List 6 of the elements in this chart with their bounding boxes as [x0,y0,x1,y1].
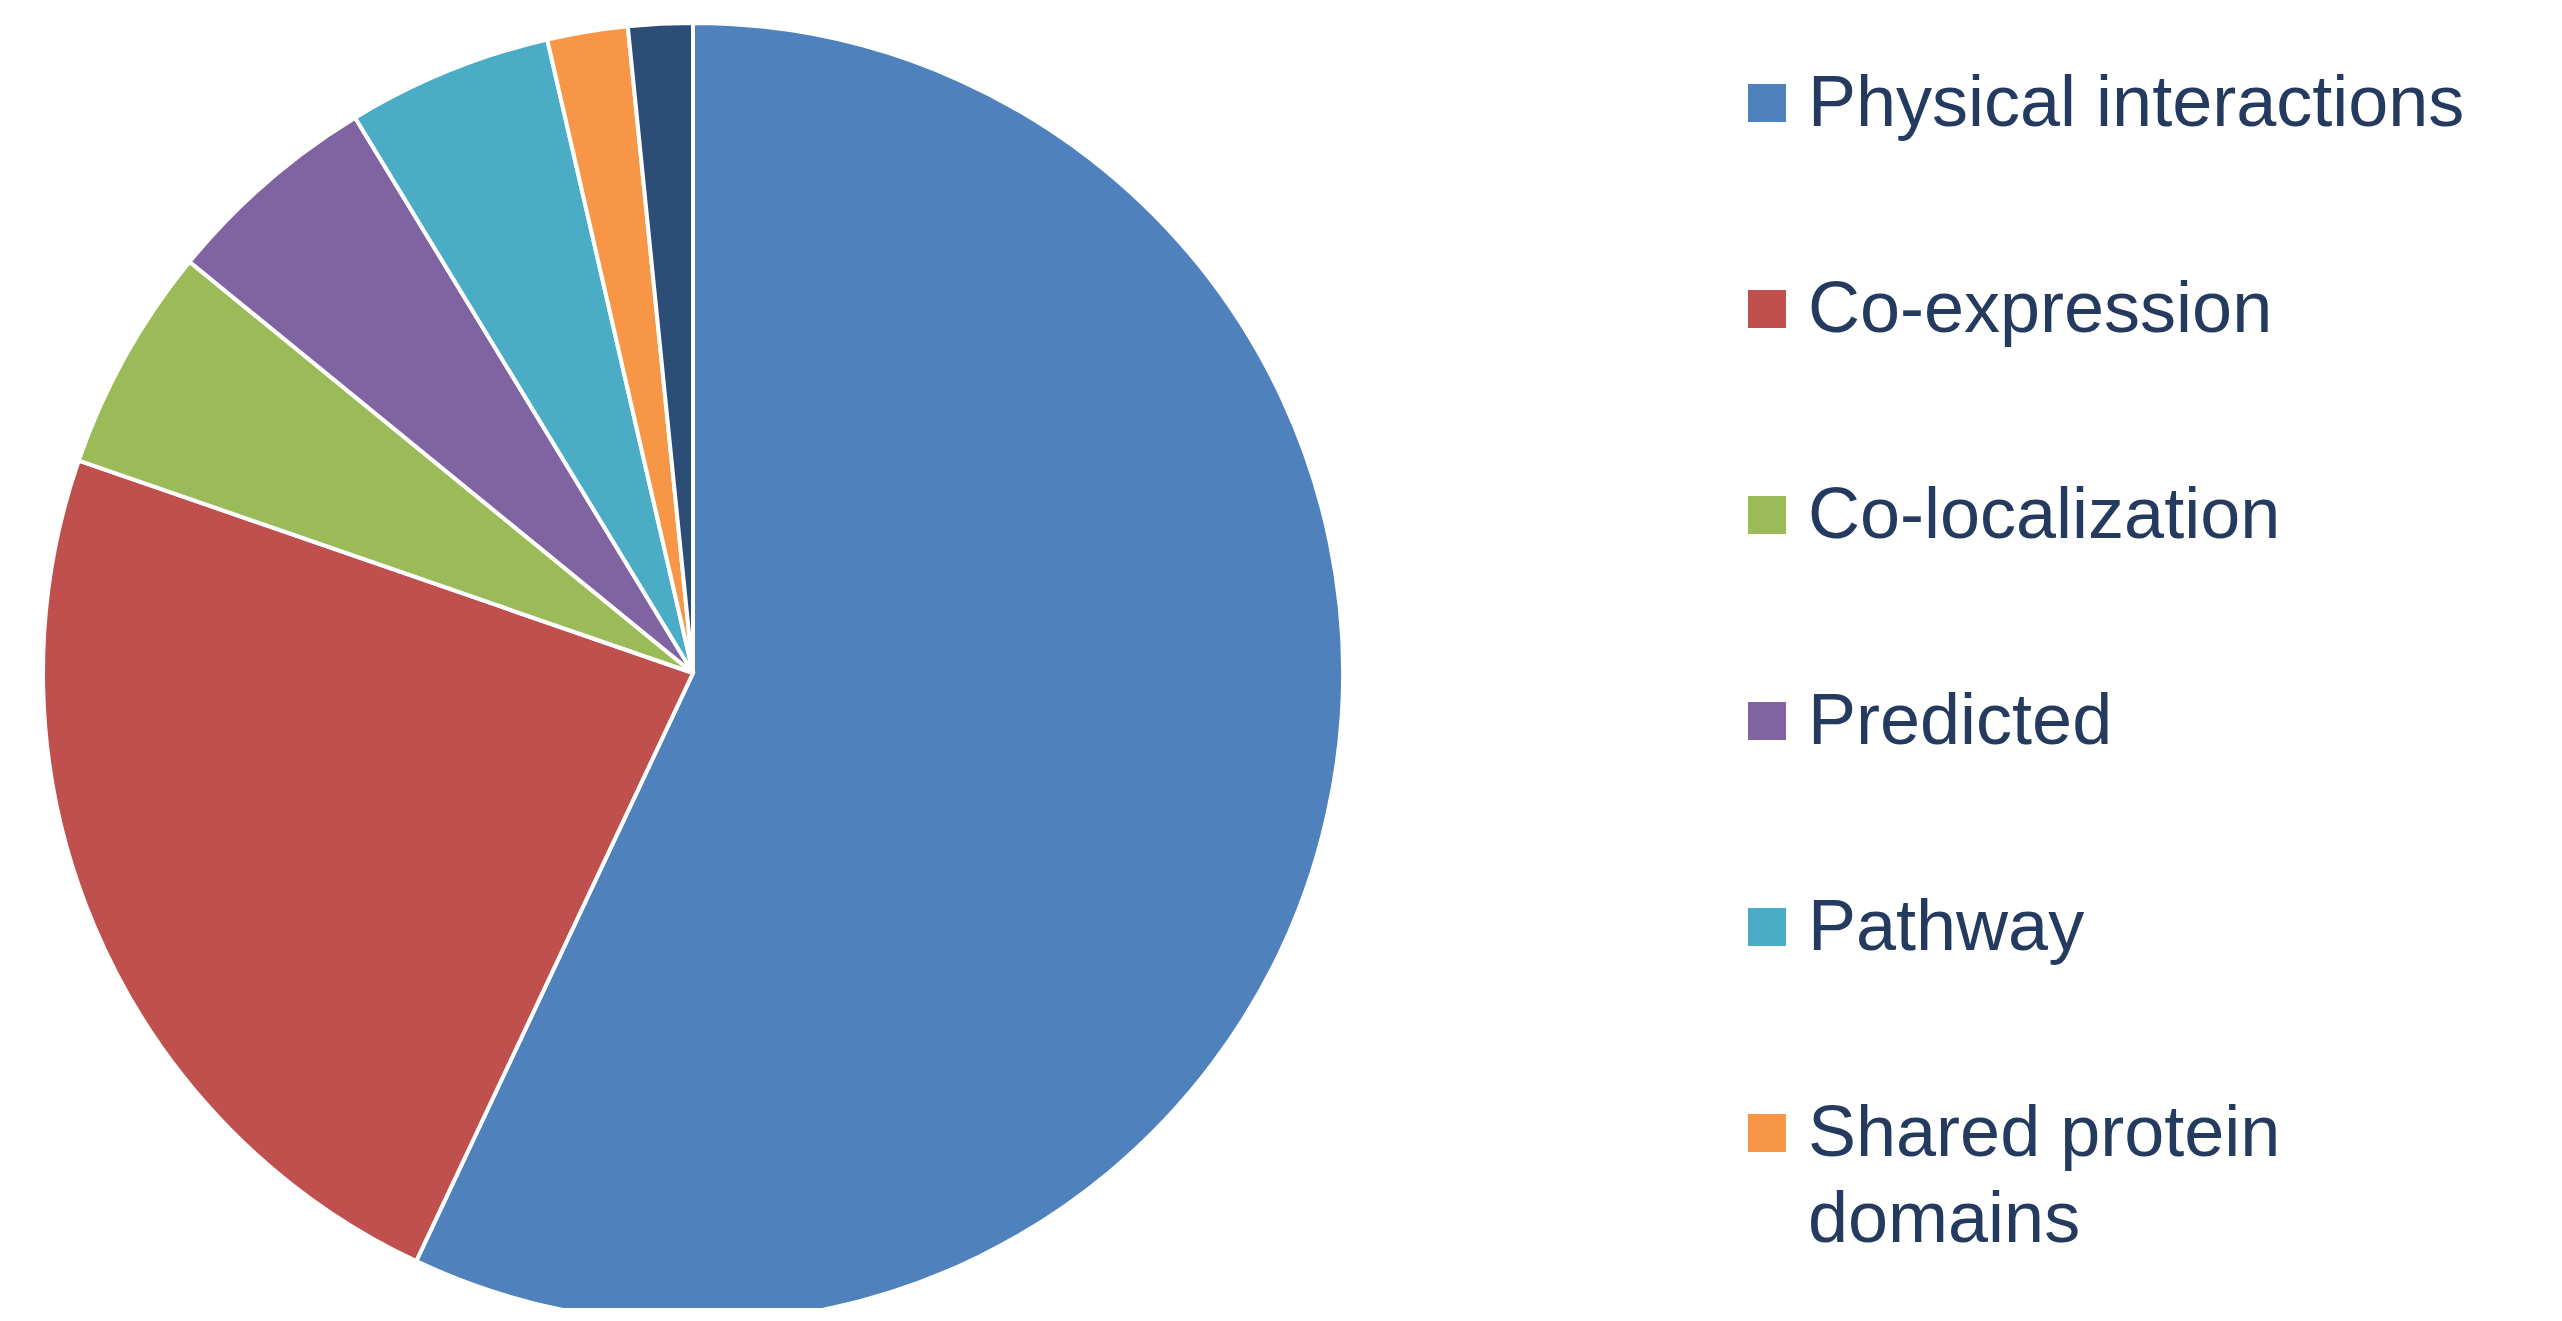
legend-label: Pathway [1808,884,2085,967]
legend-label: Predicted [1808,678,2113,761]
legend-label: Shared protein domains [1808,1090,2282,1259]
legend-label: Co-localization [1808,472,2281,555]
legend-label: Physical interactions [1808,60,2465,143]
legend-label: Co-expression [1808,266,2273,349]
